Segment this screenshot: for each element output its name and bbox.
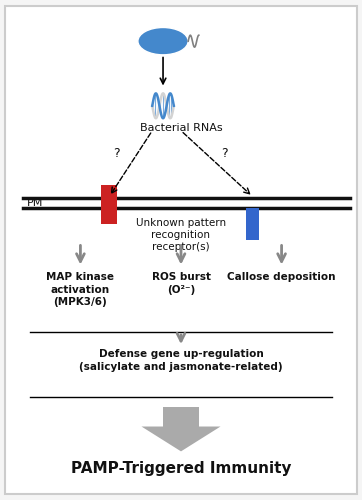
Text: Callose deposition: Callose deposition bbox=[227, 272, 336, 282]
Bar bbox=[247, 208, 259, 240]
Bar bbox=[163, 406, 199, 426]
Text: PAMP-Triggered Immunity: PAMP-Triggered Immunity bbox=[71, 462, 291, 476]
Ellipse shape bbox=[138, 28, 188, 55]
Text: Defense gene up-regulation
(salicylate and jasmonate-related): Defense gene up-regulation (salicylate a… bbox=[79, 350, 283, 372]
Text: MAP kinase
activation
(MPK3/6): MAP kinase activation (MPK3/6) bbox=[46, 272, 114, 307]
Bar bbox=[101, 186, 117, 224]
Text: ROS burst
(O²⁻): ROS burst (O²⁻) bbox=[152, 272, 210, 295]
Text: ?: ? bbox=[221, 146, 227, 160]
Polygon shape bbox=[142, 426, 220, 452]
Text: ?: ? bbox=[113, 146, 120, 160]
Text: PM: PM bbox=[26, 198, 43, 208]
FancyBboxPatch shape bbox=[5, 6, 357, 494]
Text: Bacterial RNAs: Bacterial RNAs bbox=[140, 123, 222, 133]
Text: Unknown pattern
recognition
receptor(s): Unknown pattern recognition receptor(s) bbox=[136, 218, 226, 252]
